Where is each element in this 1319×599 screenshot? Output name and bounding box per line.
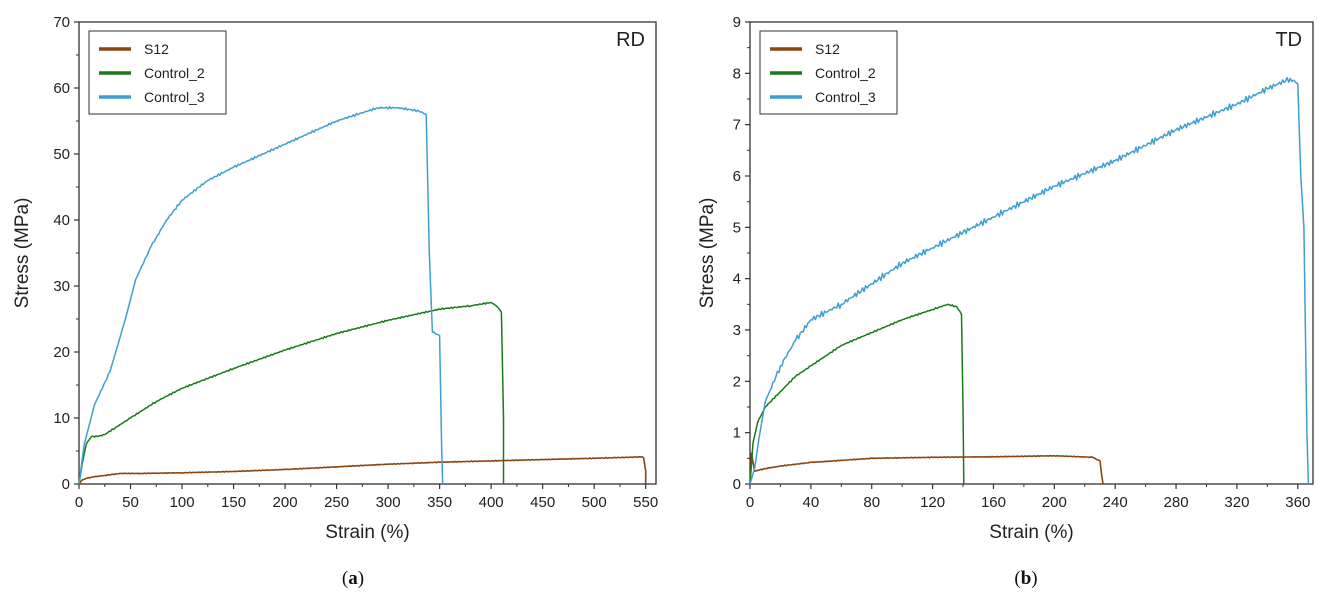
x-tick-label: 500 [582,494,607,511]
x-axis-title: Strain (%) [989,522,1073,543]
caption-open: ( [1014,568,1020,589]
y-tick-label: 40 [53,212,70,229]
legend-label: Control_3 [144,89,205,105]
y-tick-label: 70 [53,14,70,31]
y-axis-title: Stress (MPa) [697,198,718,309]
x-tick-label: 100 [170,494,195,511]
x-tick-label: 200 [1042,494,1067,511]
y-tick-label: 8 [733,65,741,82]
x-tick-label: 280 [1164,494,1189,511]
y-tick-label: 0 [733,476,741,493]
x-tick-label: 550 [633,494,658,511]
caption-letter: a [348,568,358,589]
x-tick-label: 350 [427,494,452,511]
legend-label: S12 [815,41,840,57]
caption-close: ) [358,568,364,589]
x-tick-label: 320 [1224,494,1249,511]
legend-label: S12 [144,41,169,57]
x-tick-label: 150 [221,494,246,511]
x-tick-label: 250 [324,494,349,511]
y-tick-label: 20 [53,344,70,361]
caption-close: ) [1031,568,1037,589]
direction-tag: TD [1275,29,1302,51]
caption-open: ( [342,568,348,589]
y-tick-label: 6 [733,168,741,185]
series-line-control-3 [749,76,1310,485]
x-tick-label: 120 [920,494,945,511]
y-axis-title: Stress (MPa) [12,198,33,309]
x-tick-label: 40 [803,494,820,511]
series-line-control-3 [78,105,444,485]
x-tick-label: 450 [530,494,555,511]
y-tick-label: 1 [733,425,741,442]
panel-caption: (a) [342,568,364,589]
chart-panel-a: 0 50 100 150 200 250 300 350 400 450 500 550 0 10 20 30… [12,14,658,589]
caption-letter: b [1021,568,1032,589]
legend-label: Control_2 [815,65,876,81]
x-tick-label: 300 [376,494,401,511]
x-tick-label: 50 [122,494,139,511]
x-tick-label: 80 [863,494,880,511]
y-tick-label: 50 [53,146,70,163]
y-tick-label: 0 [62,476,70,493]
series-line-s12 [78,455,647,485]
x-axis-title: Strain (%) [325,522,409,543]
x-tick-label: 240 [1103,494,1128,511]
legend-label: Control_2 [144,65,205,81]
series-line-control-2 [749,303,965,485]
y-tick-label: 60 [53,80,70,97]
series-line-control-2 [78,301,505,485]
chart-panel-b: 0 40 80 120 160 200 240 280 320 360 0 1 2 3 4 5 6 7 8 9 Stra… [697,14,1314,589]
x-tick-label: 160 [981,494,1006,511]
direction-tag: RD [616,29,645,51]
x-tick-label: 360 [1285,494,1310,511]
y-tick-label: 9 [733,14,741,31]
panel-caption: (b) [1014,568,1037,589]
x-tick-label: 200 [273,494,298,511]
x-tick-label: 400 [479,494,504,511]
x-tick-label: 0 [75,494,83,511]
y-tick-label: 4 [733,271,741,288]
series-line-s12 [749,452,1104,485]
y-tick-label: 2 [733,373,741,390]
y-tick-label: 30 [53,278,70,295]
x-tick-label: 0 [746,494,754,511]
y-tick-label: 10 [53,410,70,427]
y-tick-label: 5 [733,219,741,236]
legend-label: Control_3 [815,89,876,105]
y-tick-label: 3 [733,322,741,339]
y-tick-label: 7 [733,117,741,134]
